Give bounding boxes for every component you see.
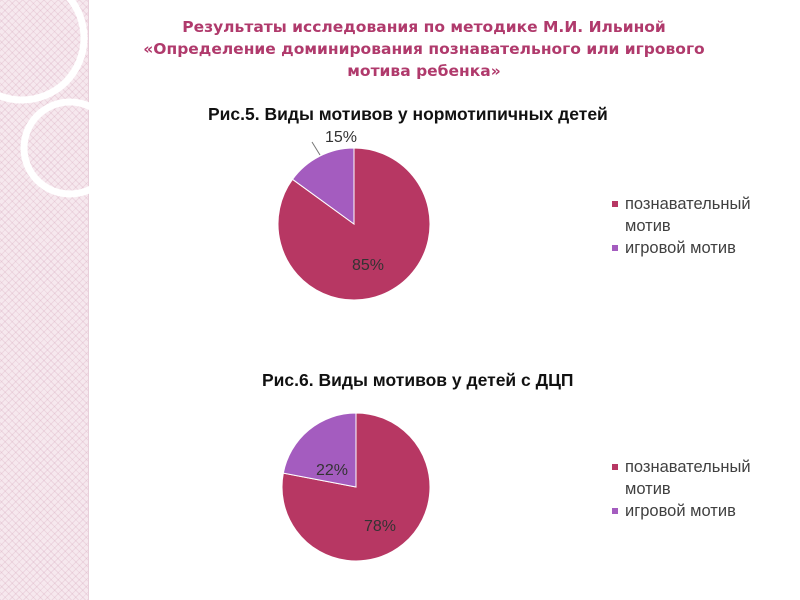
legend-item-play: игровой мотив: [612, 237, 792, 259]
legend-swatch-cognitive: [612, 201, 618, 207]
pie-chart-typical: Рис.5. Виды мотивов у нормотипичных дете…: [0, 100, 800, 310]
slice-label-cognitive: 85%: [352, 257, 384, 274]
legend-item-play: игровой мотив: [612, 500, 792, 522]
legend: познавательный мотив игровой мотив: [612, 193, 792, 259]
slice-label-cognitive: 78%: [364, 518, 396, 535]
chart-title: Рис.5. Виды мотивов у нормотипичных дете…: [208, 104, 608, 124]
pie-chart-cerebral-palsy: Рис.6. Виды мотивов у детей с ДЦП 78% 22%…: [0, 364, 800, 564]
pie-slice-play: [282, 412, 357, 488]
slide-title-line-1: Результаты исследования по методике М.И.…: [182, 18, 666, 36]
slide-title: Результаты исследования по методике М.И.…: [120, 16, 728, 82]
decor-ring-top: [0, 0, 88, 104]
legend-item-cognitive: познавательный мотив: [612, 456, 792, 500]
slice-label-play: 15%: [325, 129, 357, 146]
legend-label-play: игровой мотив: [625, 239, 736, 257]
pie-canvas: 85% 15%: [277, 129, 431, 301]
slice-label-play: 22%: [316, 462, 348, 479]
legend-swatch-play: [612, 245, 618, 251]
legend-label-play: игровой мотив: [625, 502, 736, 520]
slide-title-line-3: мотива ребенка»: [347, 62, 501, 80]
decorative-circles: [0, 0, 100, 198]
legend-label-cognitive: познавательный мотив: [625, 195, 751, 235]
pie-slice-play: [291, 147, 355, 225]
chart-title: Рис.6. Виды мотивов у детей с ДЦП: [262, 370, 574, 390]
legend-item-cognitive: познавательный мотив: [612, 193, 792, 237]
label-leader-line: [311, 141, 321, 156]
legend: познавательный мотив игровой мотив: [612, 456, 792, 522]
pie-canvas: 78% 22%: [281, 412, 431, 562]
legend-label-cognitive: познавательный мотив: [625, 458, 751, 498]
decor-ring-bottom: [20, 98, 100, 198]
legend-swatch-cognitive: [612, 464, 618, 470]
slide-title-line-2: «Определение доминирования познавательно…: [143, 40, 705, 58]
pie-slice-cognitive: [281, 412, 431, 562]
legend-swatch-play: [612, 508, 618, 514]
